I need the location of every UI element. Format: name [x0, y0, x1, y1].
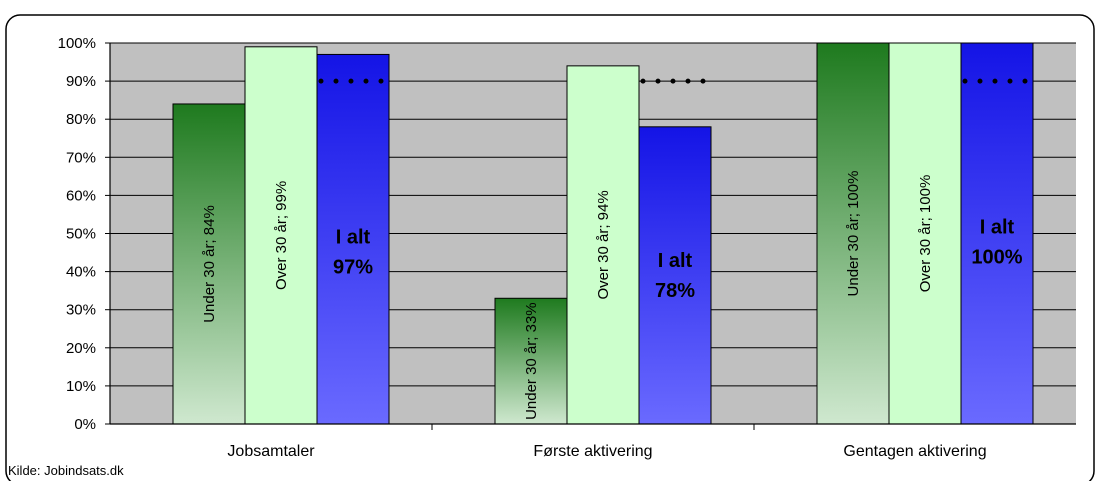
y-tick-label: 50%	[66, 226, 96, 243]
bar-total-label: I alt	[980, 217, 1015, 239]
bars	[172, 42, 1034, 425]
bar	[316, 53, 390, 425]
x-category-label: Første aktivering	[533, 443, 652, 460]
y-tick-label: 100%	[58, 35, 96, 52]
y-tick-label: 30%	[66, 302, 96, 319]
bar-total-value: 100%	[971, 247, 1022, 269]
bar	[888, 42, 962, 425]
source-note: Kilde: Jobindsats.dk	[8, 463, 124, 478]
y-tick-label: 80%	[66, 111, 96, 128]
y-tick-label: 90%	[66, 73, 96, 90]
axes: 0% 10% 20% 30% 40% 50% 60% 70% 80% 90% 100% Jobsamt…	[58, 35, 1076, 460]
y-tick-label: 0%	[74, 416, 96, 433]
y-tick-label: 60%	[66, 187, 96, 204]
bar-total-label: I alt	[336, 227, 371, 249]
bar	[244, 46, 318, 425]
bar	[566, 65, 640, 425]
y-tick-label: 10%	[66, 378, 96, 395]
bar-value-label: Under 30 år; 33%	[523, 302, 540, 420]
bar-total-label: I alt	[658, 250, 693, 272]
y-tick-label: 20%	[66, 340, 96, 357]
bar-labels: Under 30 år; 84% Over 30 år; 99% I alt 97% U…	[201, 171, 1023, 420]
bar	[960, 42, 1034, 425]
bar-value-label: Over 30 år; 99%	[273, 181, 290, 290]
bar-total-value: 78%	[655, 280, 695, 302]
bar-value-label: Under 30 år; 100%	[845, 171, 862, 297]
bar	[172, 103, 246, 425]
x-category-label: Gentagen aktivering	[843, 443, 986, 460]
y-tick-label: 40%	[66, 264, 96, 281]
bar	[816, 42, 890, 425]
bar	[638, 126, 712, 425]
bar-value-label: Over 30 år; 100%	[917, 175, 934, 293]
bar-value-label: Over 30 år; 94%	[595, 190, 612, 299]
bar-value-label: Under 30 år; 84%	[201, 205, 218, 323]
x-category-label: Jobsamtaler	[227, 443, 315, 460]
bar-total-value: 97%	[333, 257, 373, 279]
bar	[494, 297, 568, 425]
y-tick-label: 70%	[66, 149, 96, 166]
